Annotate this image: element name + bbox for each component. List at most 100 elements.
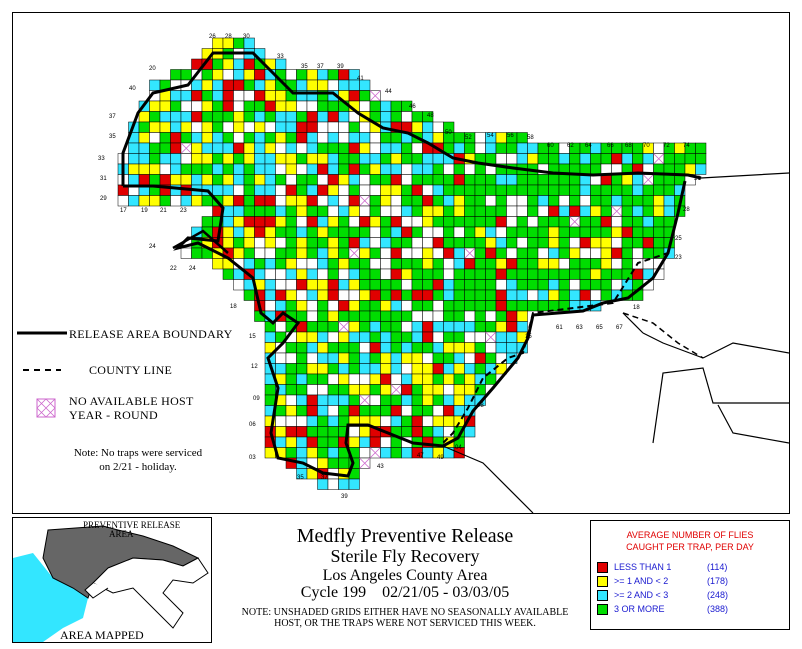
grid-cell <box>380 132 392 144</box>
grid-cell <box>317 405 329 417</box>
grid-cell <box>411 426 423 438</box>
grid-cell <box>590 237 602 249</box>
grid-number: 37 <box>321 475 328 481</box>
grid-cell <box>464 373 476 385</box>
note-line-2: on 2/21 - holiday. <box>99 461 177 473</box>
grid-cell <box>422 163 434 175</box>
grid-cell <box>233 205 245 217</box>
grid-cell <box>359 447 371 459</box>
grid-cell <box>275 216 287 228</box>
grid-cell <box>380 100 392 112</box>
grid-cell <box>380 174 392 186</box>
grid-cell <box>170 163 182 175</box>
grid-cell <box>296 153 308 165</box>
grid-cell <box>275 58 287 70</box>
grid-cell <box>453 321 465 333</box>
grid-cell <box>222 90 234 102</box>
grid-cell <box>138 163 150 175</box>
nohost-cell <box>653 153 665 165</box>
grid-cell <box>464 226 476 238</box>
grid-cell <box>243 289 255 301</box>
grid-number: 08 <box>477 403 484 409</box>
grid-cell <box>317 289 329 301</box>
grid-cell <box>317 352 329 364</box>
grid-cell <box>264 121 276 133</box>
grid-cell <box>338 373 350 385</box>
grid-cell <box>149 121 161 133</box>
grid-cell <box>401 321 413 333</box>
grid-cell <box>632 247 644 259</box>
grid-cell <box>306 405 318 417</box>
grid-cell <box>516 247 528 259</box>
grid-cell <box>432 153 444 165</box>
avg-row-4: 3 OR MORE (388) <box>597 604 777 616</box>
grid-cell <box>611 237 623 249</box>
county-shape <box>92 557 209 629</box>
grid-number-top: 62 <box>567 143 574 149</box>
grid-cell <box>474 174 486 186</box>
grid-cell <box>264 237 276 249</box>
grid-cell <box>590 258 602 270</box>
grid-cell <box>285 405 297 417</box>
grid-cell <box>275 258 287 270</box>
grid-cell <box>443 205 455 217</box>
title-line-3: Los Angeles County Area <box>322 567 488 584</box>
grid-cell <box>243 237 255 249</box>
grid-cell <box>317 268 329 280</box>
grid-cell <box>243 100 255 112</box>
grid-cell <box>537 174 549 186</box>
grid-cell <box>296 447 308 459</box>
grid-cell <box>296 363 308 375</box>
grid-cell <box>170 90 182 102</box>
grid-cell <box>317 111 329 123</box>
grid-cell <box>348 342 360 354</box>
grid-cell <box>317 321 329 333</box>
grid-cell <box>495 247 507 259</box>
grid-cell <box>401 426 413 438</box>
grid-cell <box>506 300 518 312</box>
grid-cell <box>527 153 539 165</box>
grid-cell <box>296 121 308 133</box>
nohost-cell <box>464 247 476 259</box>
grid-cell <box>432 363 444 375</box>
grid-cell <box>212 132 224 144</box>
grid-cell <box>548 174 560 186</box>
grid-cell <box>579 247 591 259</box>
grid-cell <box>422 121 434 133</box>
grid-cell <box>222 142 234 154</box>
grid-cell <box>600 216 612 228</box>
grid-cell <box>537 184 549 196</box>
grid-cell <box>327 426 339 438</box>
swatch-yellow <box>597 576 608 588</box>
grid-cell <box>474 216 486 228</box>
grid-cell <box>401 237 413 249</box>
grid-cell <box>411 237 423 249</box>
grid-cell <box>516 226 528 238</box>
grid-cell <box>317 310 329 322</box>
grid-cell <box>348 205 360 217</box>
grid-cell <box>296 205 308 217</box>
grid-cell <box>390 205 402 217</box>
grid-cell <box>380 447 392 459</box>
grid-cell <box>317 237 329 249</box>
grid-cell <box>453 384 465 396</box>
grid-number-top: 66 <box>607 143 614 149</box>
grid-cell <box>338 205 350 217</box>
grid-number-left: 31 <box>100 176 107 182</box>
grid-cell <box>306 195 318 207</box>
grid-cell <box>159 142 171 154</box>
grid-cell <box>348 163 360 175</box>
grid-number-bottom: 23 <box>180 208 187 214</box>
grid-cell <box>222 100 234 112</box>
grid-cell <box>579 268 591 280</box>
grid-cell <box>401 352 413 364</box>
grid-cell <box>327 415 339 427</box>
grid-cell <box>474 342 486 354</box>
grid-cell <box>348 426 360 438</box>
grid-cell <box>243 216 255 228</box>
grid-cell <box>285 300 297 312</box>
grid-cell <box>422 363 434 375</box>
grid-cell <box>422 394 434 406</box>
grid-cell <box>443 174 455 186</box>
grid-cell <box>390 153 402 165</box>
